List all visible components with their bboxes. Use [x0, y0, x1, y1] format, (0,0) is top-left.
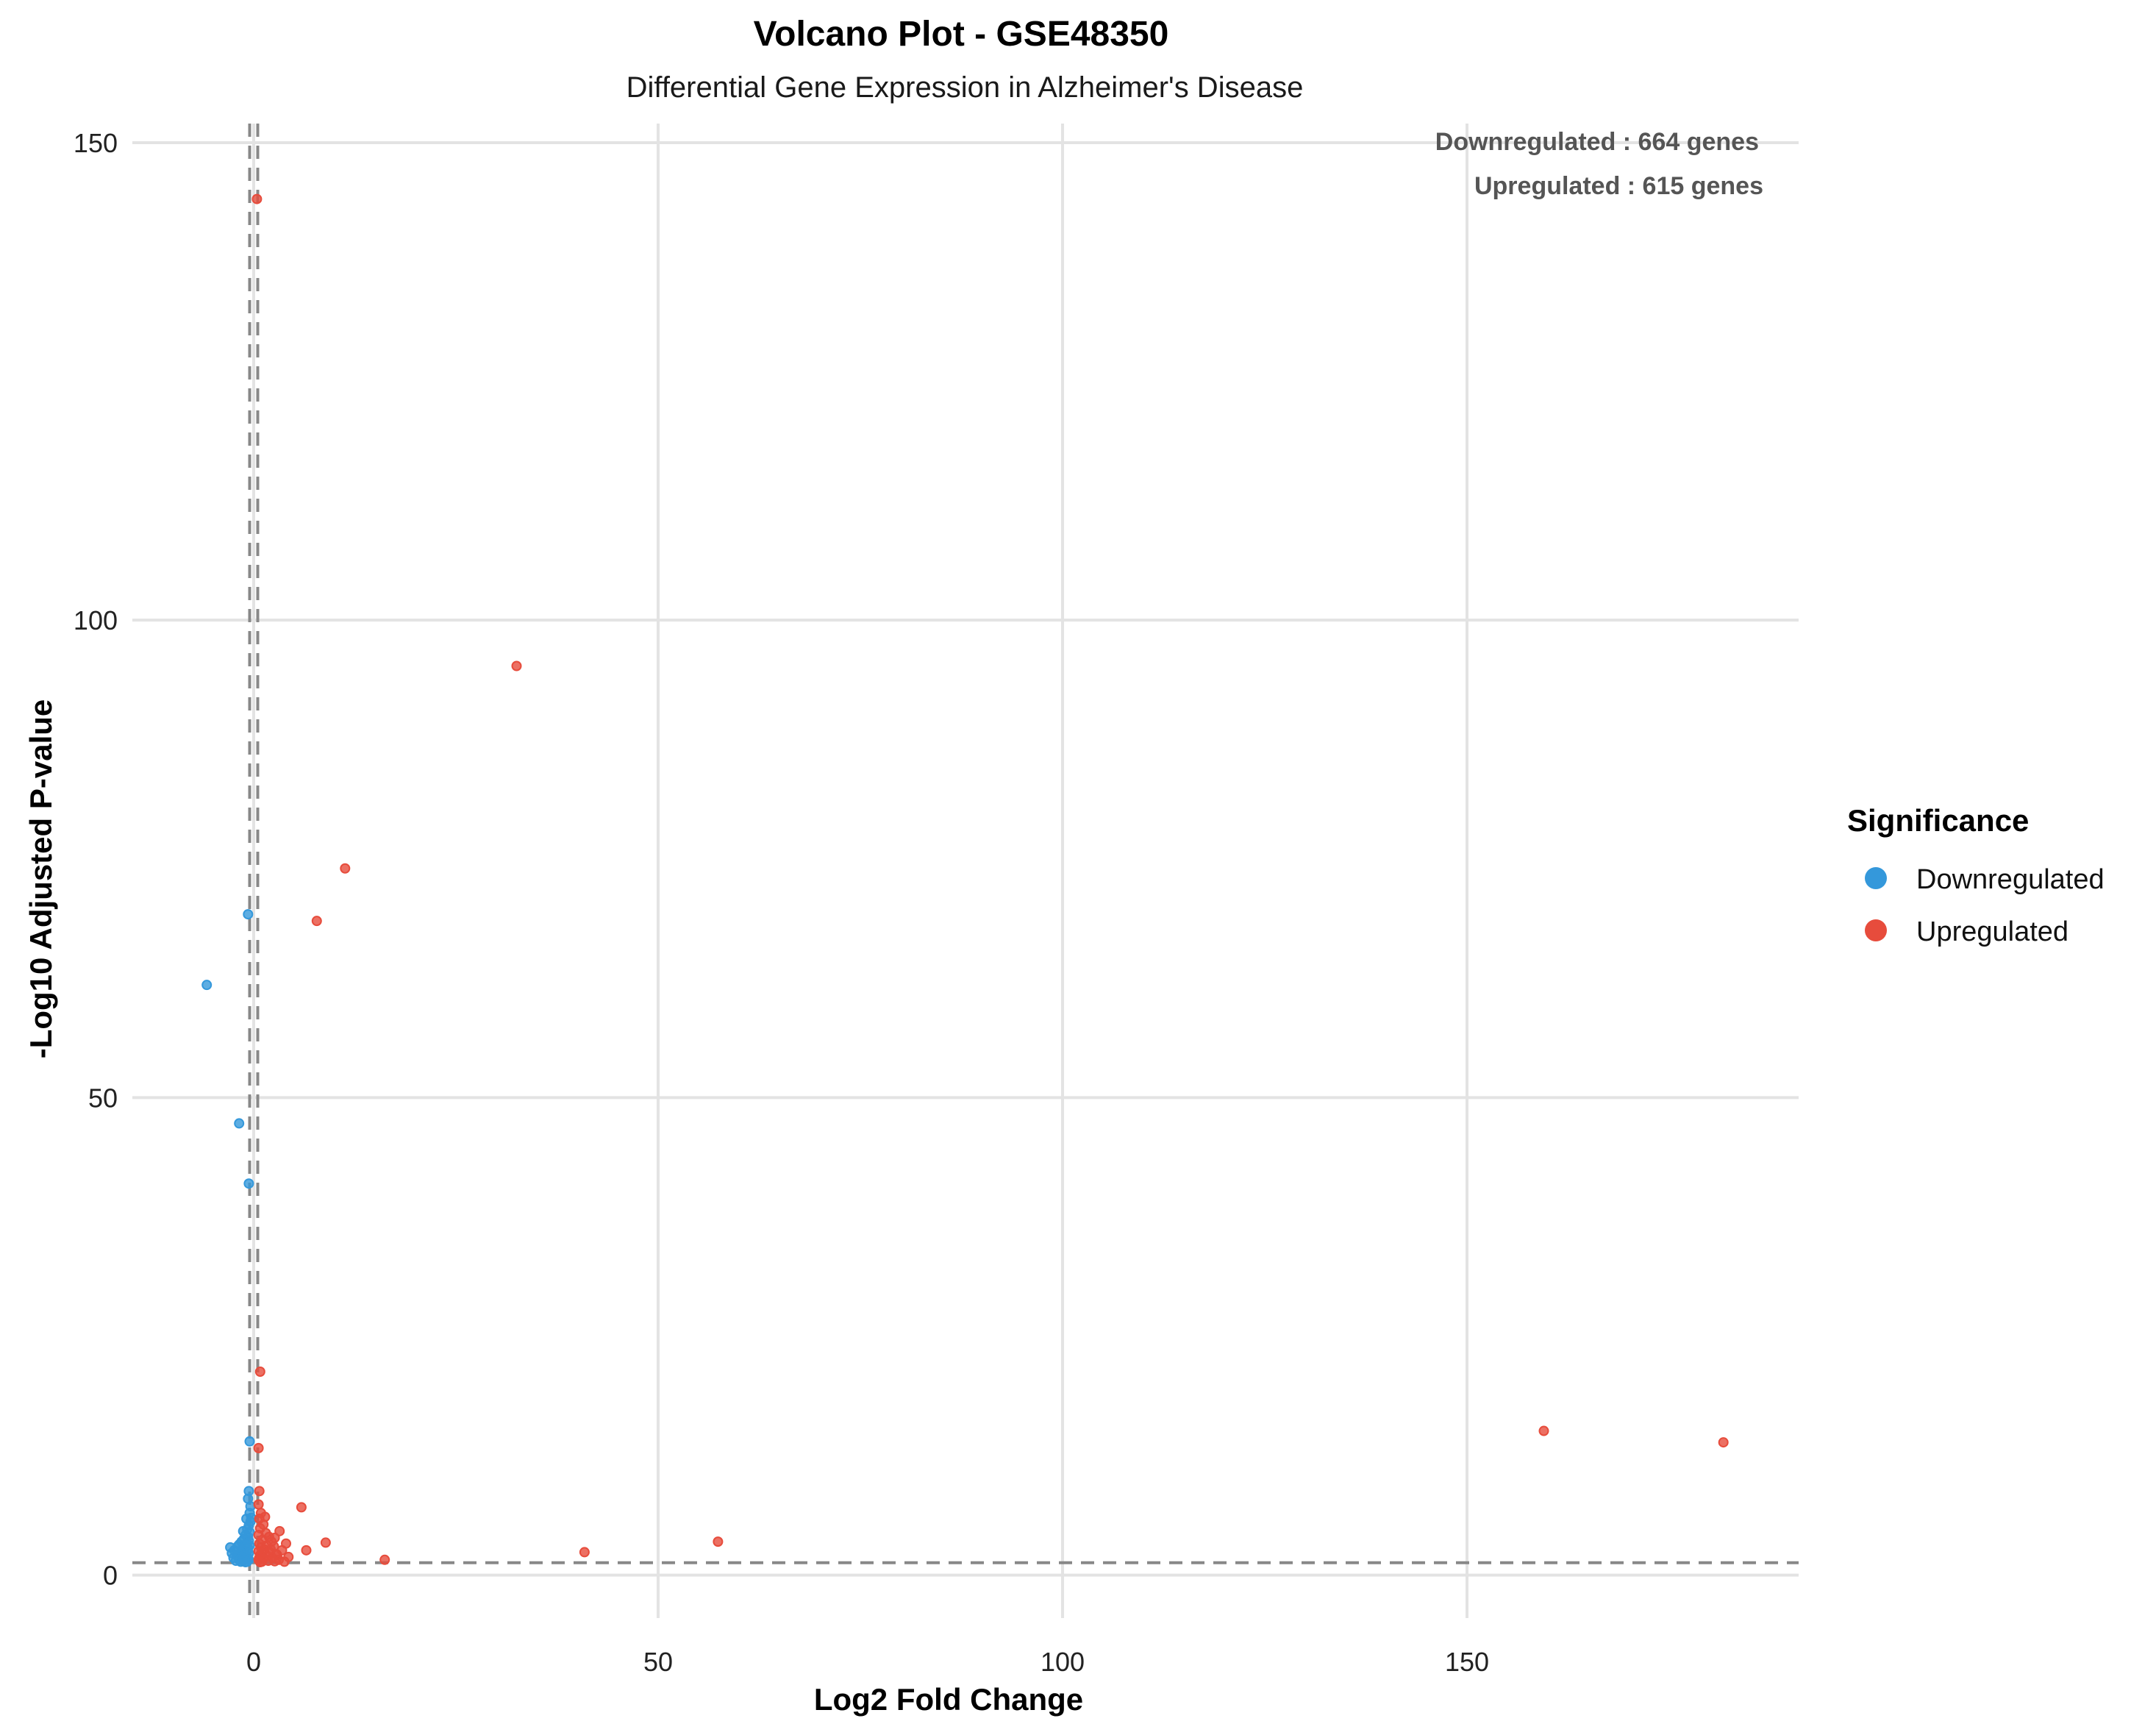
data-point-upregulated: [274, 1525, 285, 1536]
data-point-upregulated: [1538, 1425, 1549, 1436]
legend-swatch-upregulated: [1865, 919, 1887, 941]
legend-swatch-downregulated: [1865, 867, 1887, 889]
x-tick-label: 100: [1040, 1647, 1085, 1677]
y-tick-label: 50: [88, 1083, 118, 1113]
data-point-downregulated: [243, 909, 254, 920]
data-point-upregulated: [713, 1536, 724, 1547]
downregulated-count-annotation: Downregulated : 664 genes: [1435, 128, 1759, 156]
data-point-downregulated: [201, 980, 213, 991]
data-point-upregulated: [311, 916, 322, 927]
y-axis-title: -Log10 Adjusted P-value: [24, 699, 58, 1059]
data-point-upregulated: [253, 1442, 264, 1453]
data-point-upregulated: [279, 1556, 290, 1567]
data-point-upregulated: [340, 863, 351, 874]
data-point-downregulated: [244, 1436, 255, 1447]
data-point-upregulated: [1718, 1437, 1729, 1448]
legend-label-upregulated: Upregulated: [1916, 916, 2068, 947]
data-point-upregulated: [265, 1544, 276, 1555]
x-tick-label: 0: [246, 1647, 261, 1677]
axis-ticks: 0 50 100 150 0 50 100 150: [74, 128, 1489, 1677]
legend-label-downregulated: Downregulated: [1916, 864, 2105, 895]
data-point-upregulated: [379, 1554, 390, 1565]
legend-title: Significance: [1847, 803, 2029, 838]
data-point-downregulated: [240, 1557, 251, 1568]
threshold-lines: [132, 124, 1799, 1618]
data-point-upregulated: [320, 1537, 331, 1548]
chart-title: Volcano Plot - GSE48350: [754, 15, 1169, 54]
data-point-upregulated: [269, 1556, 280, 1567]
upregulated-count-annotation: Upregulated : 615 genes: [1474, 172, 1763, 200]
data-point-upregulated: [579, 1547, 590, 1558]
data-point-upregulated: [254, 1367, 265, 1378]
grid-lines: [132, 124, 1799, 1618]
y-tick-label: 100: [74, 605, 118, 635]
series-downregulated: [201, 909, 257, 1568]
y-tick-label: 0: [103, 1561, 118, 1591]
data-point-upregulated: [301, 1545, 312, 1556]
x-tick-label: 150: [1445, 1647, 1489, 1677]
data-point-downregulated: [234, 1118, 245, 1129]
data-point-upregulated: [254, 1486, 265, 1497]
chart-subtitle: Differential Gene Expression in Alzheime…: [627, 71, 1304, 104]
data-point-downregulated: [243, 1178, 254, 1189]
x-tick-label: 50: [643, 1647, 673, 1677]
data-point-downregulated: [225, 1542, 236, 1553]
data-point-upregulated: [253, 1499, 264, 1510]
data-points: [201, 193, 1729, 1568]
data-point-upregulated: [260, 1511, 271, 1522]
y-tick-label: 150: [74, 128, 118, 158]
data-point-upregulated: [296, 1502, 307, 1513]
data-point-upregulated: [254, 1557, 265, 1568]
data-point-upregulated: [511, 660, 522, 671]
data-point-downregulated: [238, 1525, 249, 1536]
data-point-downregulated: [241, 1513, 252, 1524]
series-upregulated: [251, 193, 1729, 1568]
x-axis-title: Log2 Fold Change: [814, 1682, 1083, 1717]
legend: Significance Downregulated Upregulated: [1847, 803, 2105, 947]
data-point-upregulated: [251, 193, 263, 204]
